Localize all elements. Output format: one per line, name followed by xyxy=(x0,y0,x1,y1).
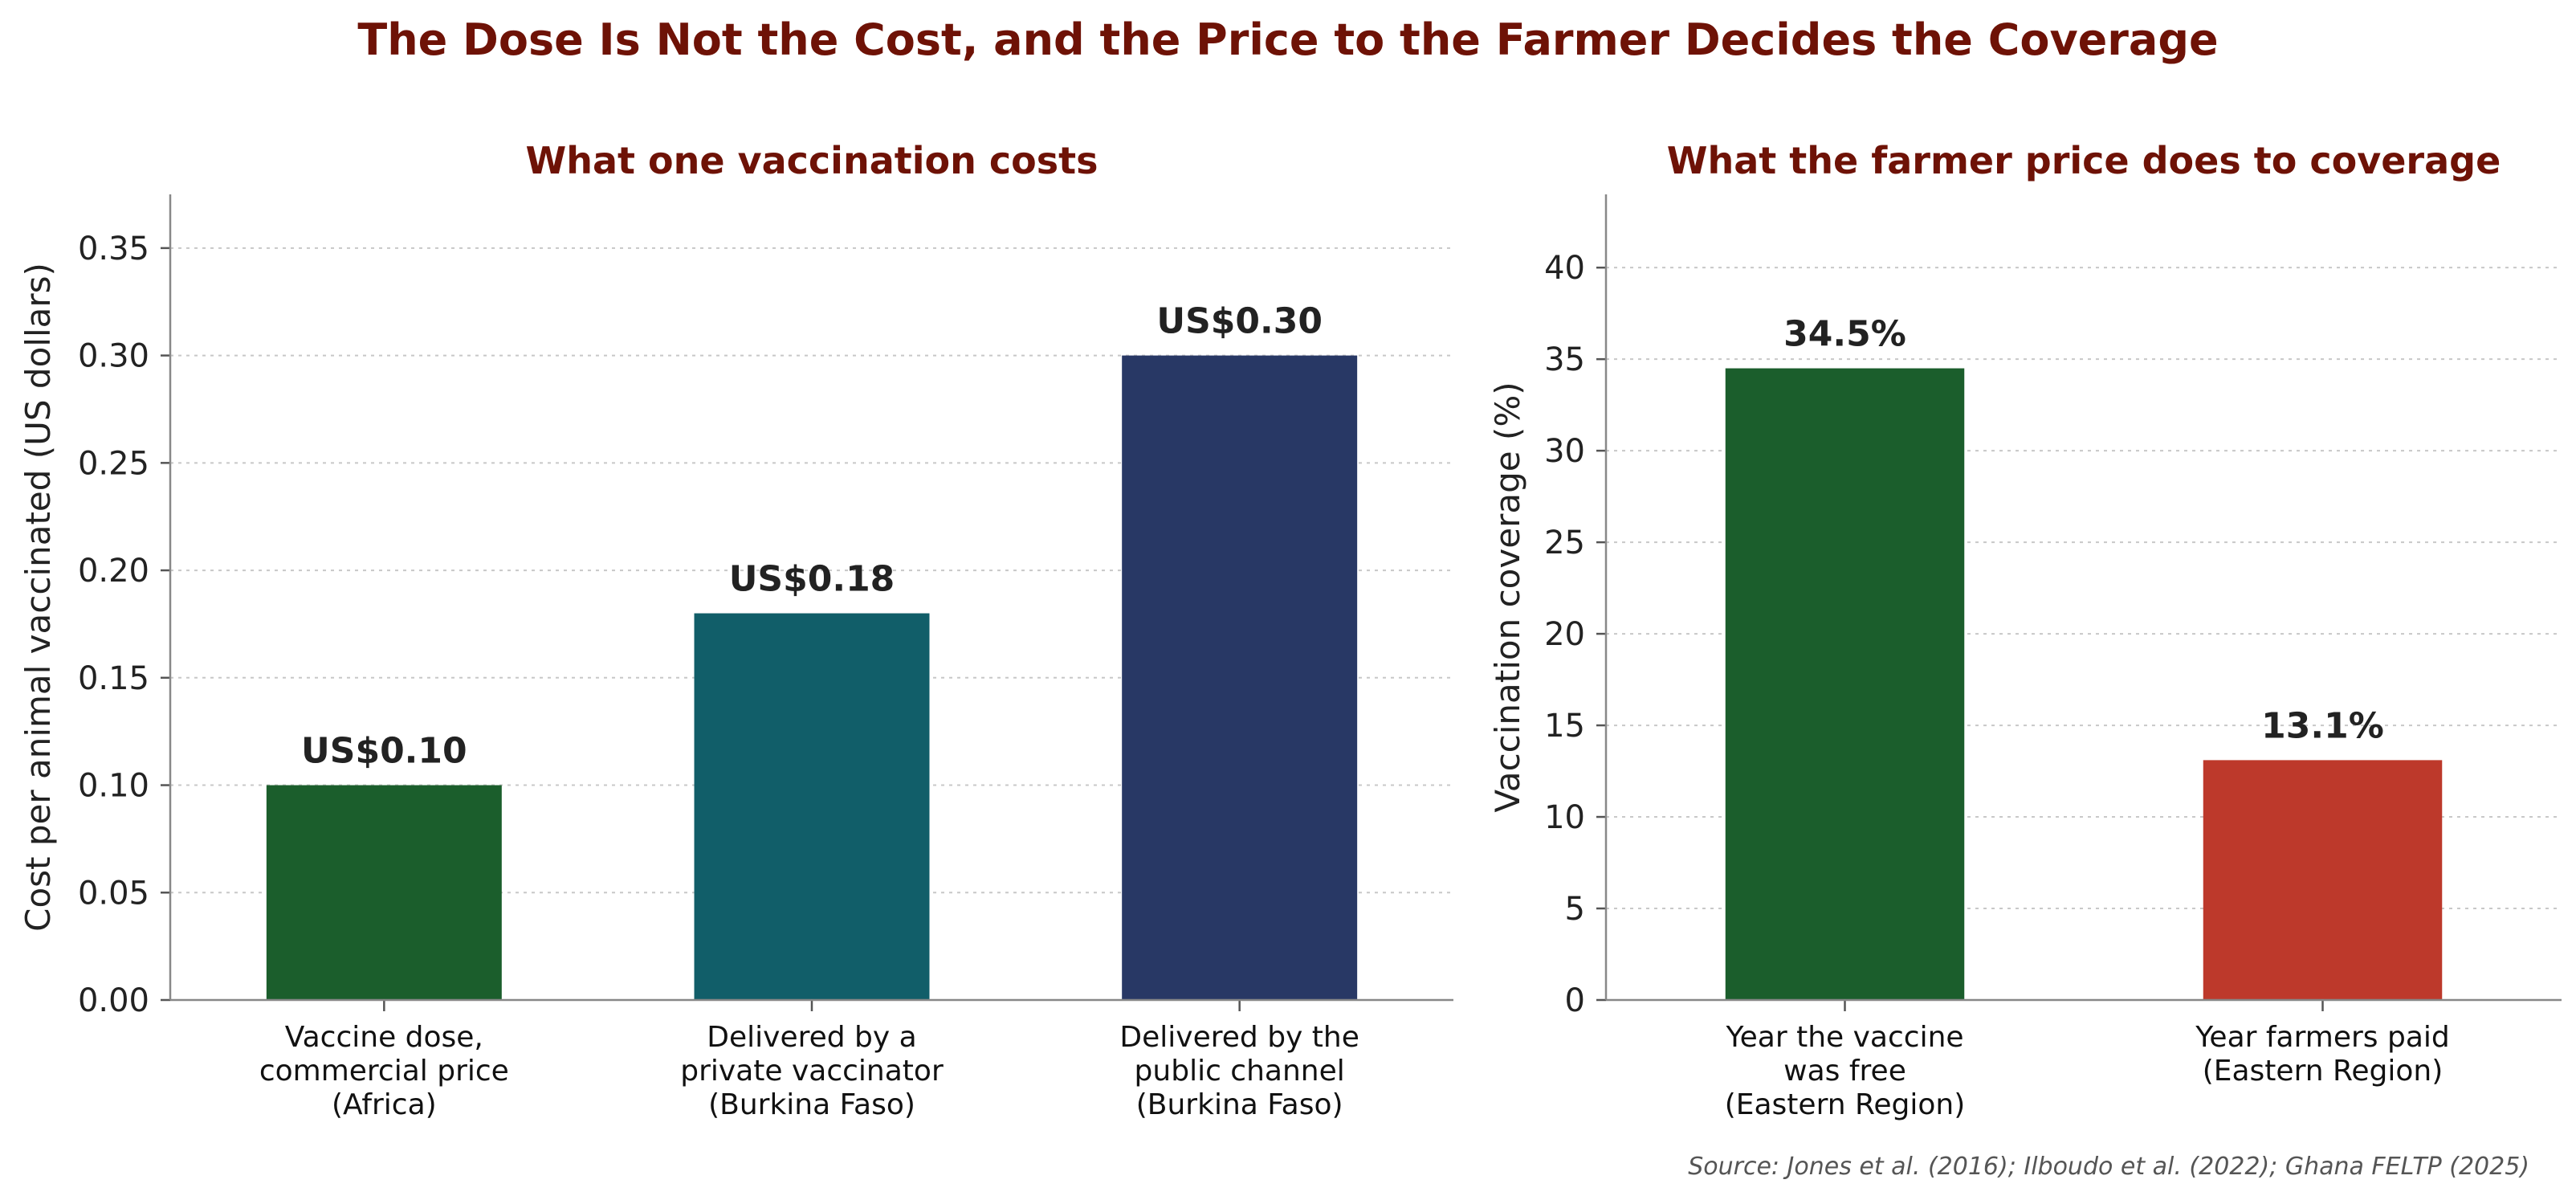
bar xyxy=(1122,355,1358,1001)
data-label: US$0.30 xyxy=(1156,301,1323,342)
y-tick-label: 0.25 xyxy=(78,445,149,482)
x-tick-label-line: Delivered by the xyxy=(1119,1021,1359,1054)
y-tick-label: 35 xyxy=(1544,341,1585,378)
x-tick-label-line: Delivered by a xyxy=(707,1021,916,1054)
x-tick-label-line: Year farmers paid xyxy=(2195,1021,2450,1054)
x-tick-label-line: public channel xyxy=(1135,1055,1345,1088)
y-tick-label: 15 xyxy=(1544,708,1585,745)
panel-title: What one vaccination costs xyxy=(526,139,1098,182)
coverage-panel: 0 5 10 15 20 25 30 35 40 34.5% Year the vaccine was… xyxy=(1488,139,2562,1121)
x-tick-label: Year farmers paid (Eastern Region) xyxy=(2195,1021,2450,1088)
x-tick-label-line: (Eastern Region) xyxy=(1725,1088,1966,1121)
figure-title: The Dose Is Not the Cost, and the Price … xyxy=(357,14,2218,65)
x-tick-label: Delivered by the public channel (Burkina F… xyxy=(1119,1021,1359,1121)
bar xyxy=(266,785,502,1000)
cost-panel: 0.00 0.05 0.10 0.15 0.20 0.25 0.30 0.35 US$0.10 V… xyxy=(18,139,1453,1121)
y-tick-label: 0 xyxy=(1565,982,1585,1019)
x-tick-label-line: (Eastern Region) xyxy=(2203,1055,2444,1088)
y-tick-label: 0.15 xyxy=(78,660,149,697)
x-tick-label-line: (Burkina Faso) xyxy=(708,1088,915,1121)
data-label: 34.5% xyxy=(1783,314,1906,355)
y-tick-label: 25 xyxy=(1544,524,1585,561)
bar xyxy=(694,613,930,1000)
x-tick-label-line: (Africa) xyxy=(332,1088,437,1121)
y-tick-label: 0.30 xyxy=(78,338,149,375)
source-note: Source: Jones et al. (2016); Ilboudo et … xyxy=(1688,1153,2529,1181)
data-label: US$0.10 xyxy=(301,731,467,772)
x-tick-label-line: Vaccine dose, xyxy=(285,1021,483,1054)
x-tick-label-line: Year the vaccine xyxy=(1725,1021,1963,1054)
y-tick-label: 30 xyxy=(1544,433,1585,470)
x-tick-label-line: (Burkina Faso) xyxy=(1136,1088,1343,1121)
data-label: US$0.18 xyxy=(729,559,895,600)
x-tick-label: Vaccine dose, commercial price (Africa) xyxy=(259,1021,509,1121)
data-label: 13.1% xyxy=(2261,705,2384,746)
y-tick-label: 40 xyxy=(1544,250,1585,287)
x-tick-label: Year the vaccine was free (Eastern Region) xyxy=(1725,1021,1966,1121)
bar xyxy=(2203,760,2443,1000)
y-tick-label: 0.10 xyxy=(78,768,149,805)
x-tick-label-line: was free xyxy=(1783,1055,1906,1088)
x-tick-label-line: commercial price xyxy=(259,1055,509,1088)
x-tick-label-line: private vaccinator xyxy=(680,1055,944,1088)
y-tick-label: 10 xyxy=(1544,799,1585,836)
panel-title: What the farmer price does to coverage xyxy=(1667,139,2501,182)
y-tick-label: 5 xyxy=(1565,891,1585,928)
y-tick-label: 0.00 xyxy=(78,982,149,1019)
x-tick-label: Delivered by a private vaccinator (Burkina… xyxy=(680,1021,944,1121)
y-tick-label: 0.05 xyxy=(78,875,149,912)
y-tick-label: 0.35 xyxy=(78,231,149,267)
y-tick-label: 0.20 xyxy=(78,553,149,590)
y-tick-label: 20 xyxy=(1544,616,1585,653)
y-axis-label: Cost per animal vaccinated (US dollars) xyxy=(18,263,58,932)
y-axis-label: Vaccination coverage (%) xyxy=(1488,382,1527,812)
bar xyxy=(1725,368,1965,1000)
